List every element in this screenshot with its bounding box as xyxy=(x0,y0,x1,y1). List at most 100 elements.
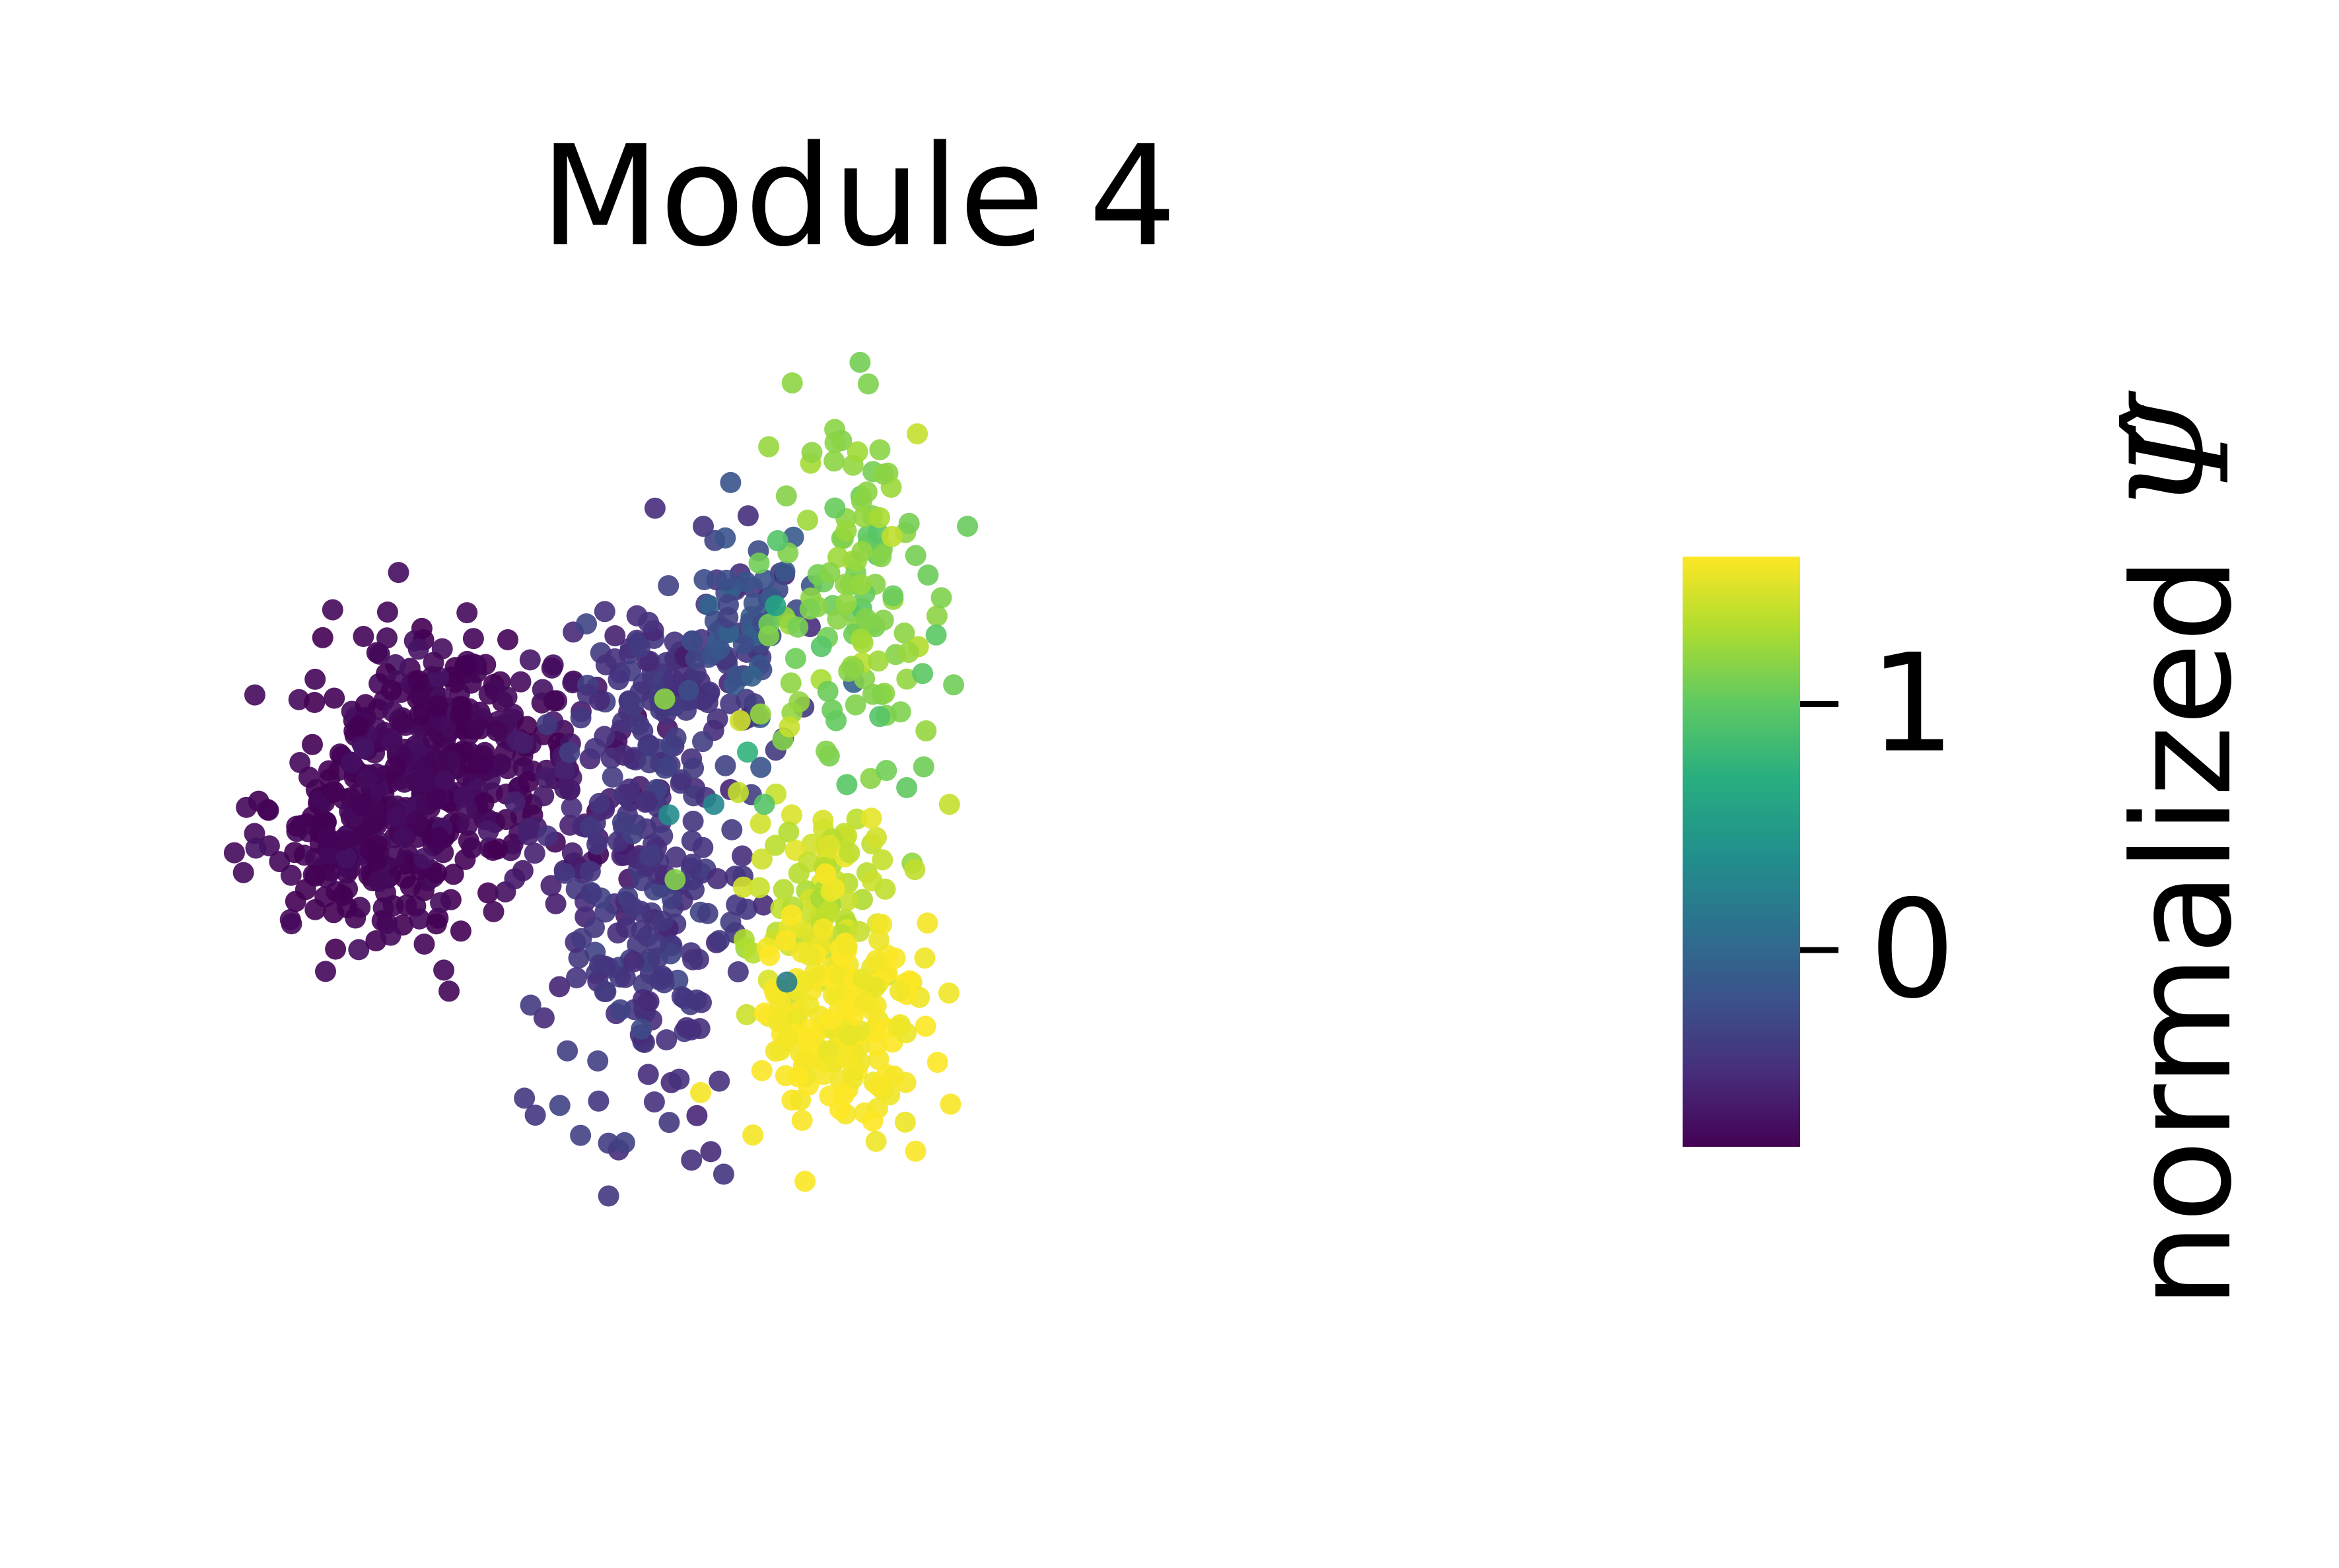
data-point xyxy=(393,827,415,848)
data-point xyxy=(798,944,820,966)
data-point xyxy=(409,908,431,930)
data-point xyxy=(938,794,960,815)
data-point xyxy=(926,605,948,627)
data-point xyxy=(703,794,724,815)
data-point xyxy=(938,982,960,1004)
scatter-points xyxy=(223,351,979,1207)
data-point xyxy=(727,961,749,982)
data-point xyxy=(584,737,606,759)
data-point xyxy=(444,671,466,693)
data-point xyxy=(604,625,626,646)
data-point xyxy=(720,693,742,714)
data-point xyxy=(540,875,562,897)
data-point xyxy=(917,564,939,586)
data-point xyxy=(804,962,825,983)
data-point xyxy=(545,893,567,914)
data-point xyxy=(835,573,856,595)
data-point xyxy=(836,774,858,796)
data-point xyxy=(869,706,891,728)
data-point xyxy=(623,951,645,972)
data-point xyxy=(742,1124,764,1146)
data-point xyxy=(576,613,597,634)
data-point xyxy=(680,1019,702,1040)
data-point xyxy=(874,878,896,900)
data-point xyxy=(943,674,965,696)
data-point xyxy=(621,896,643,918)
data-point xyxy=(824,497,846,519)
data-point xyxy=(614,967,636,988)
data-point xyxy=(781,372,803,393)
data-point xyxy=(665,727,687,749)
data-point xyxy=(860,807,882,829)
data-point xyxy=(845,694,866,716)
data-point xyxy=(652,910,673,932)
data-point xyxy=(588,1090,610,1112)
data-point xyxy=(776,971,798,993)
data-point xyxy=(779,716,800,737)
data-point xyxy=(533,1007,555,1029)
data-point xyxy=(799,598,821,620)
data-point xyxy=(658,1112,680,1134)
data-point xyxy=(904,859,926,881)
data-point xyxy=(533,785,555,807)
data-point xyxy=(588,792,610,814)
data-point xyxy=(503,703,524,725)
data-point xyxy=(510,671,532,693)
data-point xyxy=(781,904,802,926)
data-point xyxy=(737,741,758,763)
data-point xyxy=(469,718,491,740)
data-point xyxy=(288,689,310,710)
data-point xyxy=(812,918,834,939)
data-point xyxy=(876,760,897,781)
data-point xyxy=(798,994,820,1016)
data-point xyxy=(351,794,372,816)
data-point xyxy=(535,767,557,788)
data-point xyxy=(602,767,623,788)
data-point xyxy=(554,862,576,884)
colorbar-label-text: normalized xyxy=(2105,514,2262,1309)
data-point xyxy=(709,638,730,660)
data-point xyxy=(820,1008,841,1030)
data-point xyxy=(423,728,444,750)
data-point xyxy=(587,1050,609,1072)
data-point xyxy=(816,740,837,762)
data-point xyxy=(407,638,429,660)
data-point xyxy=(758,625,780,647)
data-point xyxy=(849,920,870,942)
data-point xyxy=(872,463,894,485)
data-point xyxy=(713,1163,734,1185)
data-point xyxy=(905,545,926,566)
data-point xyxy=(380,679,402,701)
data-point xyxy=(594,601,615,623)
data-point xyxy=(837,1048,858,1070)
data-point xyxy=(799,1019,821,1040)
data-point xyxy=(430,892,451,914)
data-point xyxy=(825,710,847,732)
data-point xyxy=(598,1132,619,1154)
data-point xyxy=(801,442,823,463)
data-point xyxy=(748,877,770,899)
data-point xyxy=(658,804,680,826)
data-point xyxy=(335,846,357,868)
data-point xyxy=(819,835,841,856)
data-point xyxy=(915,720,937,741)
data-point xyxy=(758,436,780,458)
data-point xyxy=(286,815,308,837)
data-point xyxy=(835,592,857,614)
data-point xyxy=(852,968,874,990)
data-point xyxy=(737,505,759,527)
data-point xyxy=(693,516,714,537)
data-point xyxy=(646,933,667,955)
data-point xyxy=(380,924,401,946)
data-point xyxy=(643,1091,665,1113)
data-point xyxy=(631,1018,652,1040)
data-point xyxy=(866,827,887,848)
data-point xyxy=(427,695,448,717)
data-point xyxy=(518,771,540,792)
data-point xyxy=(709,1070,730,1092)
data-point xyxy=(637,790,658,812)
data-point xyxy=(322,599,343,621)
data-point xyxy=(561,797,582,819)
data-point xyxy=(537,825,558,847)
data-point xyxy=(633,973,654,995)
